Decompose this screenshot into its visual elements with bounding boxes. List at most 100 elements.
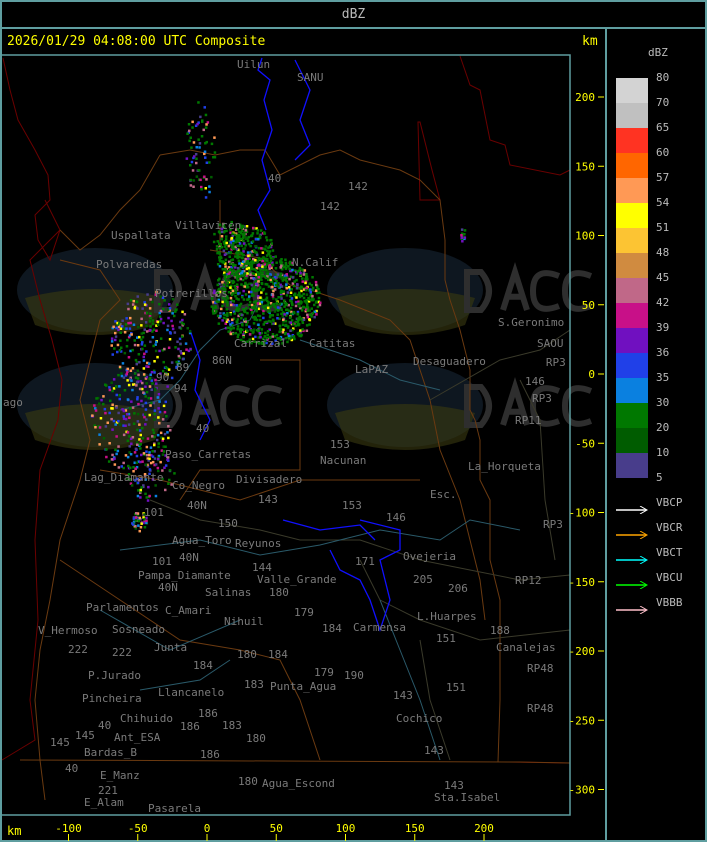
- radar-echo-pixel: [242, 335, 245, 339]
- radar-echo-pixel: [158, 400, 161, 403]
- radar-echo-pixel: [281, 342, 284, 345]
- radar-echo-pixel: [264, 257, 267, 260]
- radar-echo-pixel: [198, 146, 201, 149]
- radar-echo-pixel: [232, 239, 235, 242]
- legend-panel: [605, 27, 707, 842]
- radar-echo-pixel: [266, 310, 270, 313]
- radar-echo-pixel: [232, 326, 235, 330]
- radar-echo-pixel: [115, 406, 118, 409]
- radar-echo-pixel: [255, 253, 259, 257]
- radar-echo-pixel: [242, 289, 245, 293]
- radar-echo-pixel: [142, 367, 146, 370]
- radar-echo-pixel: [256, 229, 260, 232]
- radar-echo-pixel: [215, 245, 219, 248]
- radar-echo-pixel: [192, 156, 195, 160]
- radar-echo-pixel: [277, 296, 280, 299]
- radar-echo-pixel: [232, 317, 236, 320]
- radar-echo-pixel: [256, 329, 259, 332]
- place-label: 206: [448, 582, 468, 595]
- radar-echo-pixel: [153, 418, 156, 421]
- radar-echo-pixel: [227, 244, 231, 248]
- radar-echo-pixel: [234, 255, 237, 258]
- radar-echo-pixel: [118, 385, 121, 388]
- radar-echo-pixel: [318, 303, 322, 307]
- radar-echo-pixel: [174, 310, 177, 313]
- radar-echo-pixel: [460, 232, 464, 235]
- radar-echo-pixel: [282, 320, 285, 323]
- radar-echo-pixel: [140, 522, 143, 525]
- radar-echo-pixel: [157, 393, 161, 396]
- place-label: 183: [244, 678, 264, 691]
- radar-echo-pixel: [315, 289, 318, 292]
- radar-echo-pixel: [248, 300, 252, 304]
- radar-echo-pixel: [198, 178, 201, 181]
- radar-echo-pixel: [226, 312, 229, 315]
- radar-echo-pixel: [235, 235, 239, 238]
- radar-echo-pixel: [135, 441, 139, 444]
- radar-echo-pixel: [463, 236, 467, 239]
- radar-echo-pixel: [161, 477, 164, 481]
- watermark-logo-icon: [335, 404, 475, 450]
- radar-echo-pixel: [221, 319, 224, 322]
- radar-echo-pixel: [114, 335, 118, 338]
- radar-echo-pixel: [170, 376, 174, 380]
- radar-echo-pixel: [256, 314, 260, 317]
- radar-echo-pixel: [192, 141, 196, 144]
- place-label: 188: [490, 624, 510, 637]
- radar-echo-pixel: [118, 423, 122, 426]
- radar-echo-pixel: [257, 330, 260, 333]
- radar-echo-pixel: [237, 259, 241, 263]
- radar-echo-pixel: [179, 342, 182, 346]
- radar-echo-pixel: [291, 328, 294, 332]
- radar-echo-pixel: [284, 278, 287, 281]
- radar-echo-pixel: [292, 335, 296, 338]
- radar-echo-pixel: [177, 347, 180, 351]
- radar-arrow-icon: [616, 524, 652, 540]
- radar-echo-pixel: [315, 313, 318, 316]
- radar-echo-pixel: [205, 123, 208, 126]
- radar-echo-pixel: [271, 293, 275, 296]
- radar-echo-pixel: [257, 280, 260, 283]
- radar-echo-pixel: [216, 263, 220, 266]
- radar-echo-pixel: [278, 330, 281, 334]
- radar-echo-pixel: [145, 445, 149, 449]
- radar-echo-pixel: [190, 146, 193, 149]
- radar-echo-pixel: [254, 281, 257, 284]
- radar-echo-pixel: [298, 334, 301, 338]
- radar-echo-pixel: [304, 280, 308, 283]
- radar-echo-pixel: [230, 303, 233, 307]
- radar-echo-pixel: [130, 333, 133, 336]
- place-label: 186: [180, 720, 200, 733]
- place-label: Pasarela: [148, 802, 201, 815]
- radar-echo-pixel: [272, 289, 275, 293]
- radar-echo-pixel: [136, 514, 139, 517]
- legend-swatch: [616, 428, 648, 453]
- radar-echo-pixel: [154, 463, 158, 466]
- radar-echo-pixel: [261, 267, 265, 270]
- radar-echo-pixel: [138, 529, 141, 533]
- radar-label: VBCU: [656, 571, 683, 584]
- radar-echo-pixel: [268, 267, 271, 270]
- place-label: SAOU: [537, 337, 564, 350]
- radar-echo-pixel: [244, 317, 247, 321]
- radar-echo-pixel: [257, 296, 260, 300]
- radar-echo-pixel: [142, 521, 145, 525]
- radar-echo-pixel: [233, 284, 236, 288]
- place-label: Divisadero: [236, 473, 302, 486]
- radar-echo-pixel: [242, 247, 245, 251]
- radar-echo-pixel: [255, 261, 259, 264]
- radar-echo-pixel: [173, 331, 177, 334]
- radar-echo-pixel: [264, 275, 267, 278]
- radar-echo-pixel: [243, 271, 246, 274]
- radar-echo-pixel: [241, 270, 244, 273]
- radar-echo-pixel: [144, 401, 148, 405]
- radar-echo-pixel: [222, 297, 226, 300]
- radar-echo-pixel: [239, 338, 243, 342]
- radar-echo-pixel: [122, 433, 126, 437]
- radar-echo-pixel: [180, 352, 183, 355]
- radar-echo-pixel: [170, 319, 173, 323]
- radar-echo-pixel: [189, 184, 193, 187]
- radar-arrow-icon: [616, 574, 652, 590]
- radar-echo-pixel: [279, 338, 283, 342]
